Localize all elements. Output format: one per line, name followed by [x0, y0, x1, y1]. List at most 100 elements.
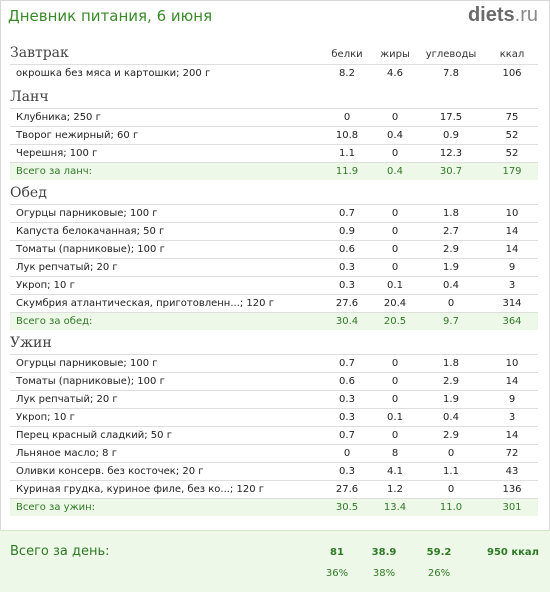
- food-row: Укроп; 10 г 0.3 0.1 0.4 3: [10, 408, 538, 426]
- carbs-value: 0.4: [443, 412, 459, 423]
- section-title: Ланч: [10, 89, 49, 105]
- carbs-value: 0.9: [443, 130, 459, 141]
- section-breakfast: Завтрак белки жиры углеводы ккал окрошка…: [10, 42, 538, 82]
- kcal-value: 14: [505, 376, 519, 387]
- fat-value: 0: [391, 112, 399, 123]
- kcal-value: 52: [505, 148, 519, 159]
- carbs-value: 1.9: [443, 262, 459, 273]
- total-label: Всего за ланч:: [16, 166, 93, 177]
- section-title: Завтрак: [10, 45, 69, 61]
- fat-value: 4.1: [387, 466, 403, 477]
- kcal-value: 75: [505, 112, 519, 123]
- protein-value: 0.7: [339, 430, 355, 441]
- food-row: Куриная грудка, куриное филе, без ко...;…: [10, 480, 538, 498]
- food-row: Огурцы парниковые; 100 г 0.7 0 1.8 10: [10, 204, 538, 222]
- protein-value: 0: [343, 112, 351, 123]
- protein-value: 0.3: [339, 262, 355, 273]
- kcal-value: 9: [508, 394, 516, 405]
- food-row: Творог нежирный; 60 г 10.8 0.4 0.9 52: [10, 126, 538, 144]
- column-header-carbs: углеводы: [425, 49, 477, 60]
- protein-value: 0: [343, 448, 351, 459]
- site-logo[interactable]: diets.ru: [468, 4, 538, 27]
- food-name: Черешня; 100 г: [16, 148, 98, 159]
- carbs-value: 0: [447, 298, 455, 309]
- fat-value: 20.4: [383, 298, 407, 309]
- kcal-value: 14: [505, 226, 519, 237]
- food-row: Огурцы парниковые; 100 г 0.7 0 1.8 10: [10, 354, 538, 372]
- day-protein-percent: 36%: [325, 568, 349, 579]
- day-kcal-total: 950 ккал: [486, 547, 539, 558]
- protein-value: 0.6: [339, 376, 355, 387]
- food-row: Лук репчатый; 20 г 0.3 0 1.9 9: [10, 258, 538, 276]
- kcal-value: 43: [505, 466, 519, 477]
- carbs-total: 11.0: [439, 502, 463, 513]
- food-row: Скумбрия атлантическая, приготовленн...;…: [10, 294, 538, 312]
- carbs-value: 0.4: [443, 280, 459, 291]
- section-total-row: Всего за обед: 30.4 20.5 9.7 364: [10, 312, 538, 330]
- food-row: Перец красный сладкий; 50 г 0.7 0 2.9 14: [10, 426, 538, 444]
- food-row: Черешня; 100 г 1.1 0 12.3 52: [10, 144, 538, 162]
- food-row: Лук репчатый; 20 г 0.3 0 1.9 9: [10, 390, 538, 408]
- food-name: Клубника; 250 г: [16, 112, 101, 123]
- food-name: Скумбрия атлантическая, приготовленн...;…: [16, 298, 274, 309]
- section-total-row: Всего за ужин: 30.5 13.4 11.0 301: [10, 498, 538, 516]
- carbs-value: 7.8: [443, 68, 459, 79]
- day-carbs-total: 59.2: [426, 547, 452, 558]
- protein-value: 27.6: [335, 298, 359, 309]
- carbs-total: 30.7: [439, 166, 463, 177]
- protein-total: 30.5: [335, 502, 359, 513]
- column-header-protein: белки: [331, 49, 363, 60]
- food-name: Укроп; 10 г: [16, 280, 75, 291]
- protein-value: 0.3: [339, 394, 355, 405]
- kcal-value: 52: [505, 130, 519, 141]
- kcal-value: 3: [508, 412, 516, 423]
- kcal-value: 9: [508, 262, 516, 273]
- carbs-value: 0: [447, 484, 455, 495]
- fat-value: 1.2: [387, 484, 403, 495]
- section-total-row: Всего за ланч: 11.9 0.4 30.7 179: [10, 162, 538, 180]
- day-total-panel: Всего за день: 81 38.9 59.2 950 ккал 36%…: [0, 530, 550, 592]
- fat-value: 0: [391, 262, 399, 273]
- column-header-fat: жиры: [380, 49, 410, 60]
- carbs-value: 2.9: [443, 430, 459, 441]
- food-name: Лук репчатый; 20 г: [16, 394, 118, 405]
- kcal-total: 301: [502, 502, 522, 513]
- protein-value: 0.7: [339, 208, 355, 219]
- food-name: Томаты (парниковые); 100 г: [16, 244, 165, 255]
- food-name: Томаты (парниковые); 100 г: [16, 376, 165, 387]
- carbs-value: 0: [447, 448, 455, 459]
- food-row: Томаты (парниковые); 100 г 0.6 0 2.9 14: [10, 240, 538, 258]
- section-supper: Ужин Огурцы парниковые; 100 г 0.7 0 1.8 …: [10, 332, 538, 516]
- kcal-total: 179: [502, 166, 522, 177]
- food-row: Льняное масло; 8 г 0 8 0 72: [10, 444, 538, 462]
- kcal-value: 106: [502, 68, 522, 79]
- fat-value: 0: [391, 358, 399, 369]
- section-lunch: Ланч Клубника; 250 г 0 0 17.5 75 Творог …: [10, 86, 538, 180]
- food-name: Оливки консерв. без косточек; 20 г: [16, 466, 204, 477]
- protein-value: 0.3: [339, 466, 355, 477]
- food-name: Перец красный сладкий; 50 г: [16, 430, 172, 441]
- fat-value: 0.4: [387, 130, 403, 141]
- kcal-value: 10: [505, 208, 519, 219]
- column-header-kcal: ккал: [499, 49, 525, 60]
- food-name: Капуста белокачанная; 50 г: [16, 226, 165, 237]
- fat-total: 13.4: [383, 502, 407, 513]
- protein-value: 10.8: [335, 130, 359, 141]
- protein-value: 0.7: [339, 358, 355, 369]
- food-row: окрошка без мяса и картошки; 200 г 8.2 4…: [10, 64, 538, 82]
- day-fat-total: 38.9: [371, 547, 397, 558]
- fat-value: 0: [391, 244, 399, 255]
- day-protein-total: 81: [330, 547, 344, 558]
- fat-value: 0.1: [387, 280, 403, 291]
- kcal-value: 136: [502, 484, 522, 495]
- page-title: Дневник питания, 6 июня: [8, 7, 213, 25]
- food-name: Льняное масло; 8 г: [16, 448, 117, 459]
- food-name: Укроп; 10 г: [16, 412, 75, 423]
- section-title: Ужин: [10, 335, 52, 351]
- kcal-value: 14: [505, 244, 519, 255]
- carbs-value: 1.1: [443, 466, 459, 477]
- carbs-value: 2.9: [443, 376, 459, 387]
- protein-value: 27.6: [335, 484, 359, 495]
- fat-value: 4.6: [387, 68, 403, 79]
- protein-total: 11.9: [335, 166, 359, 177]
